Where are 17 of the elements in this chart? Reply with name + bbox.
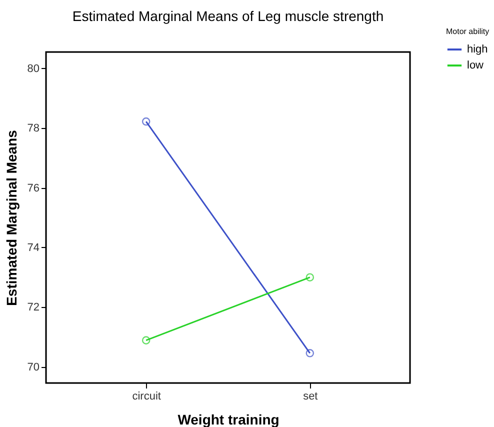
x-tick-label: circuit — [132, 390, 161, 402]
y-tick-label: 74 — [27, 242, 40, 254]
y-axis-title: Estimated Marginal Means — [3, 130, 20, 306]
y-tick-label: 72 — [27, 302, 40, 314]
x-tick-label: set — [303, 390, 318, 402]
legend-label: low — [467, 60, 484, 72]
y-tick-label: 80 — [27, 62, 40, 75]
chart-title: Estimated Marginal Means of Leg muscle strength — [72, 8, 384, 24]
y-tick-label: 76 — [27, 182, 40, 194]
point — [306, 349, 314, 358]
point — [306, 273, 314, 282]
point — [142, 117, 150, 126]
legend-label: high — [467, 44, 488, 56]
y-tick-label: 70 — [27, 361, 40, 374]
y-tick-label: 78 — [27, 122, 40, 135]
legend-title: Motor ability — [446, 27, 490, 36]
point — [142, 336, 150, 344]
